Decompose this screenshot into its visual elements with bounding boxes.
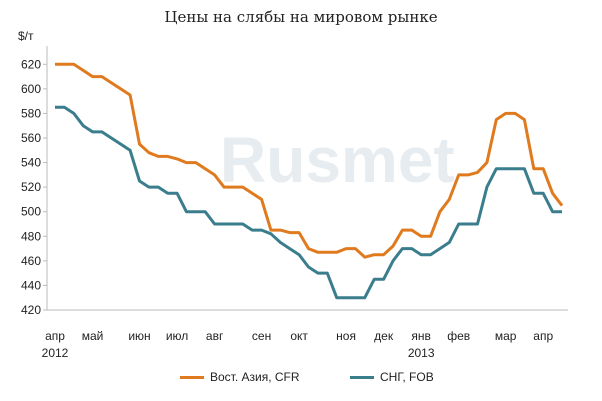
x-tick-labels: апр 2012 май июн июл авг сен окт ноя дек янв 2013 фе… — [42, 329, 554, 360]
x-tick-label: окт — [290, 329, 308, 343]
series-line-2 — [55, 105, 562, 300]
x-tick-label: дек — [374, 329, 394, 343]
y-tick-label: 560 — [21, 131, 41, 145]
chart-title: Цены на слябы на мировом рынке — [164, 8, 438, 26]
x-tick-label: июн — [128, 329, 150, 343]
x-tick-label: авг — [206, 329, 224, 343]
y-tick-label: 480 — [21, 229, 41, 243]
y-tick-label: 580 — [21, 106, 41, 120]
y-tick-labels: 420 440 460 480 500 520 540 560 580 600 620 — [21, 57, 47, 317]
x-tick-label: июл — [166, 329, 188, 343]
x-tick-label: апр — [533, 329, 553, 343]
x-tick-label: ноя — [336, 329, 356, 343]
legend-item-series-1: Вост. Азия, CFR — [180, 370, 300, 384]
x-tick-label: фев — [447, 329, 470, 343]
y-tick-label: 440 — [21, 278, 41, 292]
y-tick-label: 540 — [21, 156, 41, 170]
x-tick-label: май — [82, 329, 104, 343]
legend-label-series-2: СНГ, FOB — [380, 370, 434, 384]
y-tick-label: 600 — [21, 82, 41, 96]
axes — [46, 46, 568, 311]
series-line-1 — [55, 62, 564, 259]
watermark-text: Rusmet — [220, 124, 455, 196]
y-tick-label: 460 — [21, 254, 41, 268]
y-unit-label: $/т — [18, 29, 34, 43]
legend-swatch-series-1 — [180, 375, 204, 379]
y-tick-label: 620 — [21, 57, 41, 71]
legend: Вост. Азия, CFR СНГ, FOB — [0, 370, 602, 390]
x-tick-label: мар — [495, 329, 517, 343]
legend-label-series-1: Вост. Азия, CFR — [210, 370, 300, 384]
legend-swatch-series-2 — [350, 375, 374, 379]
y-tick-label: 520 — [21, 180, 41, 194]
series-layer — [55, 62, 564, 300]
x-year-label: 2013 — [408, 346, 435, 360]
legend-item-series-2: СНГ, FOB — [350, 370, 434, 384]
x-tick-label: янв — [411, 329, 431, 343]
x-tick-label: сен — [252, 329, 271, 343]
x-year-label: 2012 — [42, 346, 69, 360]
x-tick-label: апр — [45, 329, 65, 343]
y-tick-label: 420 — [21, 303, 41, 317]
y-tick-label: 500 — [21, 205, 41, 219]
